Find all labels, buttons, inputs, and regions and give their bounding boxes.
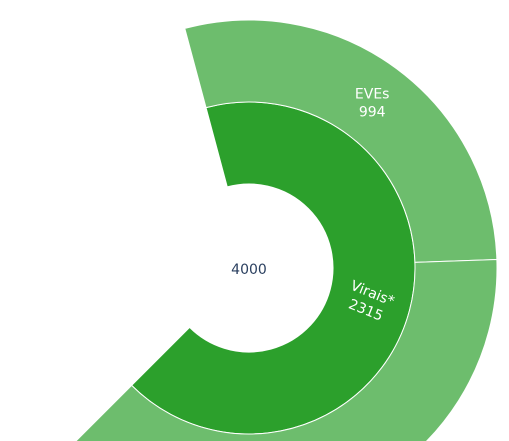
sunburst-labels: Virais*2315EVEs994Virais1321 [346, 87, 396, 325]
sunburst-arcs [74, 19, 498, 441]
outer-ring-label-eves: EVEs 994 [355, 87, 390, 121]
outer-ring-label-name-eves: EVEs [355, 87, 390, 103]
outer-ring-segment-virais[interactable] [74, 259, 498, 441]
outer-ring-label-value-eves: 994 [359, 105, 386, 121]
center-total-label: 4000 [231, 262, 267, 278]
outer-ring-segment-eves[interactable] [184, 19, 498, 263]
